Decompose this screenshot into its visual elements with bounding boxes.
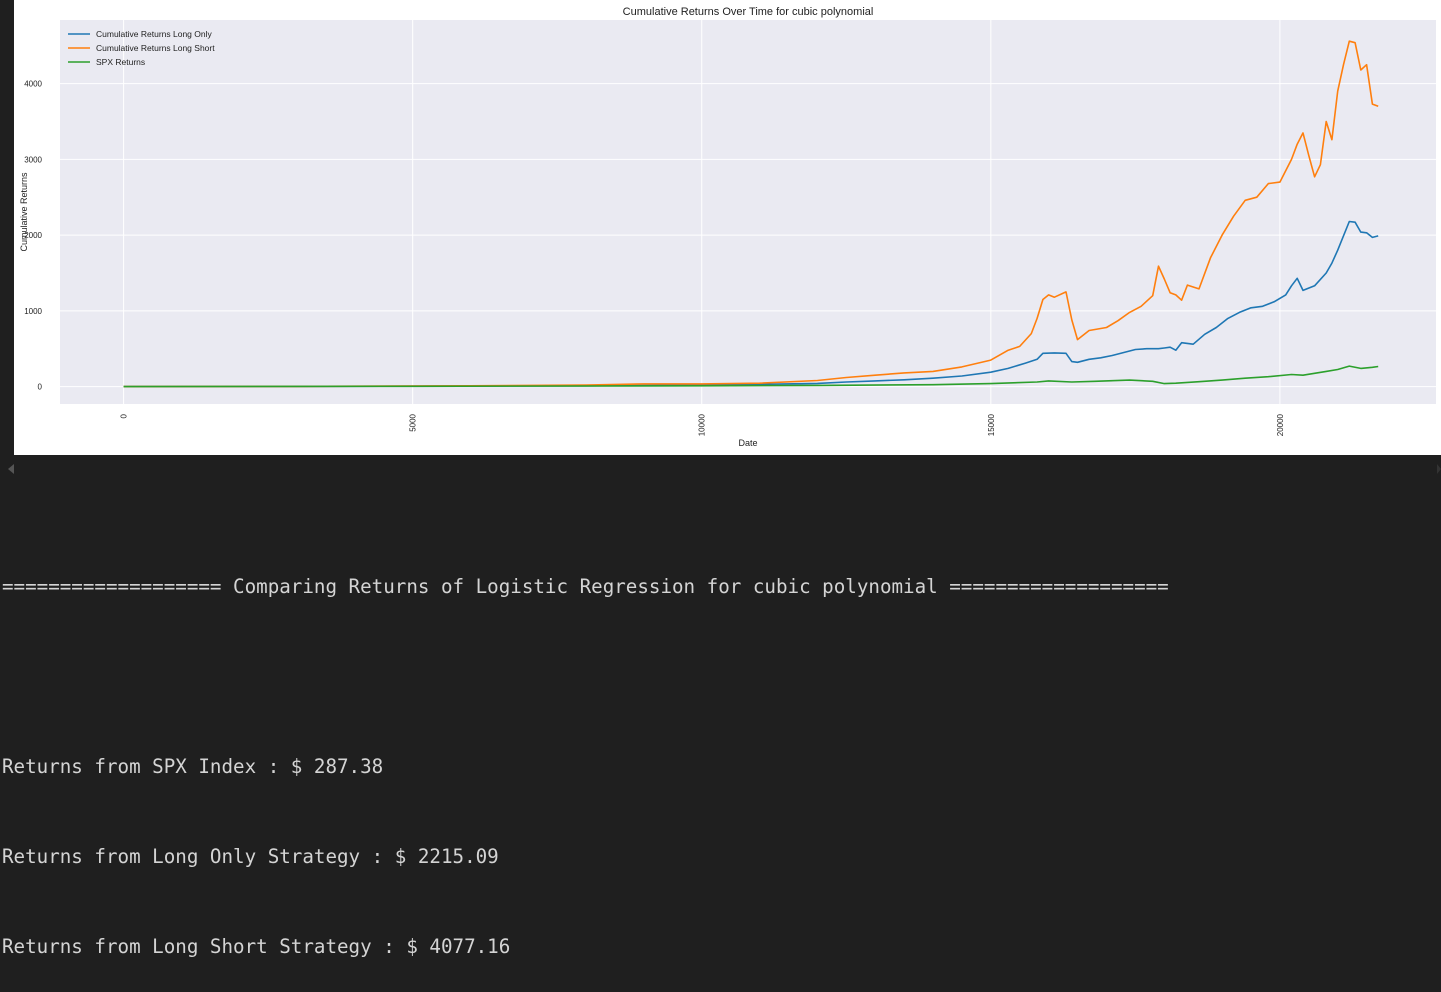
y-tick-label: 0 (38, 383, 43, 392)
x-tick-label: 20000 (1276, 413, 1285, 436)
y-axis-label: Cumulative Returns (19, 172, 29, 252)
series-lines (123, 40, 1379, 388)
console-blank-line (2, 662, 1169, 692)
legend-label: SPX Returns (96, 57, 145, 67)
plot-background (60, 20, 1436, 404)
legend: Cumulative Returns Long Only Cumulative R… (68, 29, 215, 67)
x-tick-label: 15000 (987, 413, 996, 436)
y-tick-label: 2000 (24, 231, 42, 240)
scroll-right-arrow[interactable] (1437, 464, 1441, 474)
scroll-left-arrow[interactable] (8, 464, 14, 474)
legend-label: Cumulative Returns Long Only (96, 29, 213, 39)
console-line-long-only: Returns from Long Only Strategy : $ 2215… (2, 845, 499, 868)
console-header: =================== Comparing Returns of… (2, 575, 1169, 598)
x-tick-label: 10000 (698, 413, 707, 436)
series-line-1 (123, 40, 1379, 388)
x-tick-label: 5000 (409, 413, 418, 431)
plot-output: 0 5000 10000 15000 20000 0 1000 2000 3000 4000 Cu… (14, 0, 1441, 455)
console-output: =================== Comparing Returns of… (2, 512, 1169, 992)
cumulative-returns-chart: 0 5000 10000 15000 20000 0 1000 2000 3000 4000 Cu… (19, 6, 1436, 448)
legend-label: Cumulative Returns Long Short (96, 43, 215, 53)
x-axis-label: Date (738, 438, 757, 448)
y-tick-label: 3000 (24, 155, 42, 164)
console-line-spx: Returns from SPX Index : $ 287.38 (2, 755, 384, 778)
tick-labels: 0 5000 10000 15000 20000 0 1000 2000 3000 4000 (24, 80, 1285, 437)
series-line-2 (123, 365, 1379, 388)
x-tick-label: 0 (120, 413, 129, 418)
y-tick-label: 4000 (24, 80, 42, 89)
y-tick-label: 1000 (24, 307, 42, 316)
console-line-long-short: Returns from Long Short Strategy : $ 407… (2, 935, 511, 958)
chart-title: Cumulative Returns Over Time for cubic p… (623, 6, 874, 18)
series-line-0 (123, 220, 1379, 388)
